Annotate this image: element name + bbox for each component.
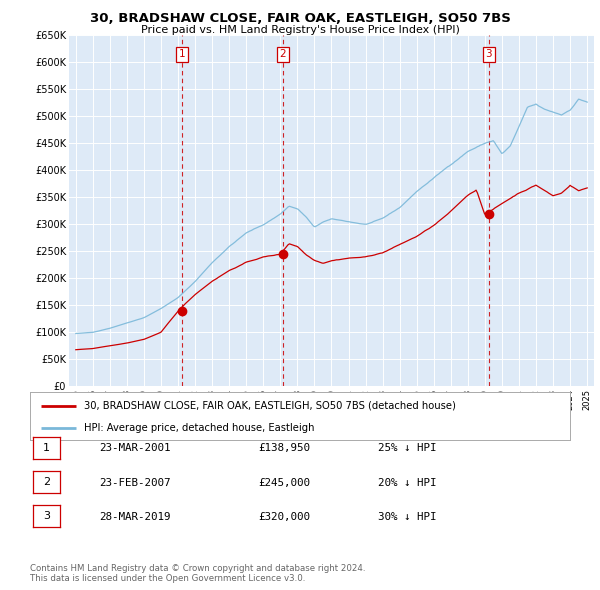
Text: £245,000: £245,000 [258, 478, 310, 487]
Text: 28-MAR-2019: 28-MAR-2019 [99, 512, 170, 522]
Text: 30, BRADSHAW CLOSE, FAIR OAK, EASTLEIGH, SO50 7BS: 30, BRADSHAW CLOSE, FAIR OAK, EASTLEIGH,… [89, 12, 511, 25]
Text: HPI: Average price, detached house, Eastleigh: HPI: Average price, detached house, East… [84, 423, 314, 432]
Text: 3: 3 [43, 512, 50, 521]
Text: 20% ↓ HPI: 20% ↓ HPI [378, 478, 437, 487]
Text: 3: 3 [485, 50, 492, 60]
Text: 2: 2 [280, 50, 286, 60]
Text: 23-FEB-2007: 23-FEB-2007 [99, 478, 170, 487]
Text: 23-MAR-2001: 23-MAR-2001 [99, 444, 170, 453]
Text: Price paid vs. HM Land Registry's House Price Index (HPI): Price paid vs. HM Land Registry's House … [140, 25, 460, 35]
Text: 30% ↓ HPI: 30% ↓ HPI [378, 512, 437, 522]
Text: 30, BRADSHAW CLOSE, FAIR OAK, EASTLEIGH, SO50 7BS (detached house): 30, BRADSHAW CLOSE, FAIR OAK, EASTLEIGH,… [84, 401, 456, 411]
Text: Contains HM Land Registry data © Crown copyright and database right 2024.
This d: Contains HM Land Registry data © Crown c… [30, 563, 365, 583]
Text: £138,950: £138,950 [258, 444, 310, 453]
Text: 25% ↓ HPI: 25% ↓ HPI [378, 444, 437, 453]
Text: 1: 1 [43, 443, 50, 453]
Text: 2: 2 [43, 477, 50, 487]
Text: £320,000: £320,000 [258, 512, 310, 522]
Text: 1: 1 [179, 50, 185, 60]
